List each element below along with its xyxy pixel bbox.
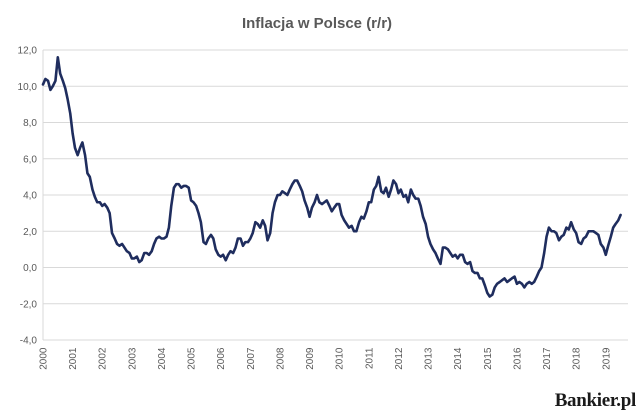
x-tick-label: 2009 xyxy=(305,347,316,370)
x-tick-label: 2005 xyxy=(187,347,198,370)
series-layer xyxy=(41,55,622,298)
x-tick-label: 2010 xyxy=(335,347,346,370)
gridlines xyxy=(42,49,628,341)
x-tick-label: 2018 xyxy=(572,347,583,370)
x-tick-label: 2011 xyxy=(364,347,375,369)
x-tick-label: 2008 xyxy=(275,347,286,370)
x-tick-label: 2012 xyxy=(394,347,405,370)
x-tick-label: 2013 xyxy=(424,347,435,370)
y-tick-label: -4,0 xyxy=(20,336,38,347)
x-tick-label: 2014 xyxy=(453,347,464,370)
y-tick-label: 6,0 xyxy=(23,154,37,165)
y-tick-label: 4,0 xyxy=(23,191,37,202)
x-tick-label: 2004 xyxy=(157,347,168,370)
x-tick-label: 2016 xyxy=(512,347,523,370)
y-tick-label: 2,0 xyxy=(23,227,37,238)
x-tick-label: 2007 xyxy=(246,347,257,370)
x-axis-ticks: 2000 2001 2002 2003 2004 2005 2006 2007 2008 2009… xyxy=(39,347,613,370)
bankier-logo: Bankier.pl xyxy=(554,390,637,411)
y-tick-label: 12,0 xyxy=(18,46,38,57)
x-tick-label: 2006 xyxy=(216,347,227,370)
x-tick-label: 2015 xyxy=(483,347,494,370)
y-tick-label: 8,0 xyxy=(23,118,37,129)
x-tick-label: 2001 xyxy=(68,347,79,370)
y-tick-label: -2,0 xyxy=(20,299,38,310)
series-line xyxy=(41,55,622,298)
chart-title: Inflacja w Polsce (r/r) xyxy=(242,15,392,32)
x-tick-label: 2000 xyxy=(39,347,50,370)
x-tick-label: 2019 xyxy=(601,347,612,370)
x-tick-label: 2017 xyxy=(542,347,553,370)
y-axis-ticks: 12,0 10,0 8,0 6,0 4,0 2,0 0,0 -2,0 -4,0 xyxy=(18,46,38,347)
x-tick-label: 2002 xyxy=(98,347,109,370)
y-tick-label: 10,0 xyxy=(18,82,38,93)
x-tick-label: 2003 xyxy=(127,347,138,370)
y-tick-label: 0,0 xyxy=(23,263,37,274)
